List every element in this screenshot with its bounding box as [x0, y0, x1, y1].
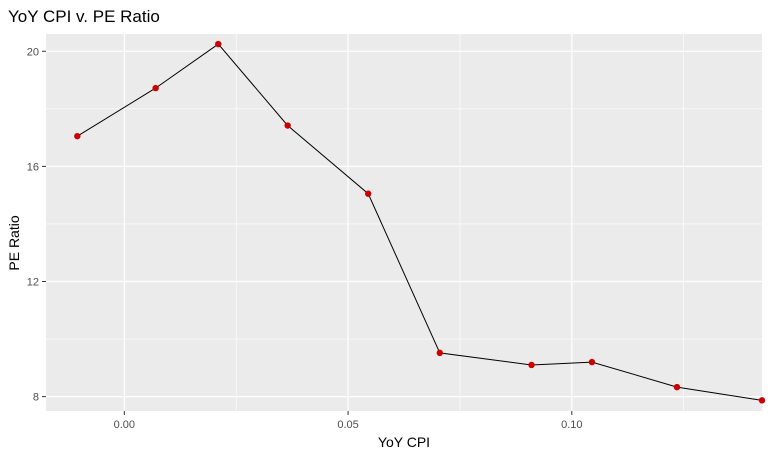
plot-panel — [46, 34, 762, 411]
x-tick-label: 0.10 — [561, 419, 582, 431]
x-tick-label: 0.00 — [114, 419, 135, 431]
data-point — [673, 383, 681, 391]
data-point — [365, 190, 372, 197]
data-points — [74, 40, 766, 404]
data-point — [284, 122, 291, 129]
data-point — [758, 397, 766, 404]
chart-title: YoY CPI v. PE Ratio — [8, 7, 160, 26]
series-line — [77, 43, 763, 401]
x-axis: 0.00 0.05 0.10 — [114, 411, 583, 431]
data-point — [436, 349, 443, 357]
x-axis-title: YoY CPI — [378, 434, 430, 450]
data-point — [152, 84, 159, 92]
data-point — [588, 358, 596, 366]
x-tick-label: 0.05 — [337, 419, 358, 431]
grid — [46, 34, 762, 411]
y-axis: 8 12 16 20 — [27, 46, 46, 404]
y-axis-title: PE Ratio — [6, 215, 22, 270]
y-tick-label: 20 — [27, 46, 39, 58]
data-point — [528, 361, 535, 369]
y-tick-label: 12 — [27, 276, 39, 288]
data-point — [74, 132, 81, 140]
data-point — [215, 40, 222, 48]
y-tick-label: 16 — [27, 161, 39, 173]
y-tick-label: 8 — [33, 392, 39, 404]
